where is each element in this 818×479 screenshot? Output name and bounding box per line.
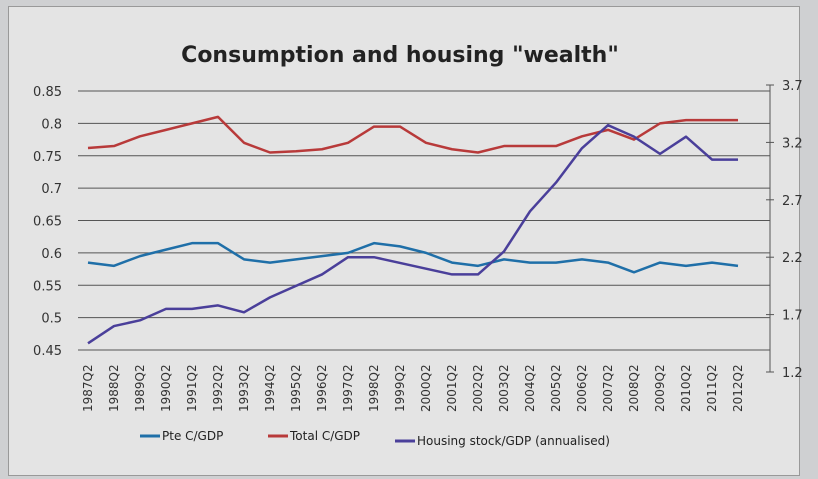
x-tick-label: 1999Q2 bbox=[393, 364, 407, 412]
x-tick-label: 2006Q2 bbox=[575, 364, 589, 412]
legend-label: Pte C/GDP bbox=[162, 429, 223, 443]
x-tick-label: 2002Q2 bbox=[471, 364, 485, 412]
x-tick-label: 2012Q2 bbox=[731, 364, 745, 412]
y-tick-label: 0.8 bbox=[41, 117, 62, 132]
x-tick-label: 1991Q2 bbox=[185, 364, 199, 412]
legend-label: Housing stock/GDP (annualised) bbox=[417, 434, 610, 448]
legend-label: Total C/GDP bbox=[289, 429, 360, 443]
x-tick-label: 1989Q2 bbox=[133, 364, 147, 412]
series-line-housing-stock-gdp-annualised- bbox=[87, 123, 738, 345]
x-tick-label: 2005Q2 bbox=[549, 364, 563, 412]
y2-tick-label: 2.2 bbox=[782, 251, 803, 266]
x-tick-label: 2010Q2 bbox=[679, 364, 693, 412]
y2-tick-label: 2.7 bbox=[782, 194, 803, 209]
x-tick-label: 1988Q2 bbox=[107, 364, 121, 412]
x-tick-label: 2009Q2 bbox=[653, 364, 667, 412]
y-tick-label: 0.5 bbox=[41, 312, 62, 327]
y2-tick-label: 1.7 bbox=[782, 309, 803, 324]
x-tick-label: 1997Q2 bbox=[341, 364, 355, 412]
x-tick-label: 1992Q2 bbox=[211, 364, 225, 412]
y2-tick-label: 3.2 bbox=[782, 136, 803, 151]
x-tick-label: 1996Q2 bbox=[315, 364, 329, 412]
y2-tick-label: 1.2 bbox=[782, 366, 803, 381]
y2-tick-label: 3.7 bbox=[782, 79, 803, 94]
x-tick-label: 2003Q2 bbox=[497, 364, 511, 412]
x-tick-label: 1994Q2 bbox=[263, 364, 277, 412]
x-tick-label: 2000Q2 bbox=[419, 364, 433, 412]
y-tick-label: 0.45 bbox=[33, 344, 62, 359]
x-tick-label: 2004Q2 bbox=[523, 364, 537, 412]
x-tick-label: 1990Q2 bbox=[159, 364, 173, 412]
y-tick-label: 0.75 bbox=[33, 150, 62, 165]
series-line-total-c-gdp bbox=[87, 115, 738, 154]
x-tick-label: 2001Q2 bbox=[445, 364, 459, 412]
y-tick-label: 0.55 bbox=[33, 279, 62, 294]
series-line-pte-c-gdp bbox=[87, 241, 739, 274]
y-tick-label: 0.7 bbox=[41, 182, 62, 197]
y-tick-label: 0.6 bbox=[41, 247, 62, 262]
chart-frame bbox=[8, 6, 800, 476]
x-tick-label: 2007Q2 bbox=[601, 364, 615, 412]
chart-title: Consumption and housing "wealth" bbox=[181, 43, 619, 68]
x-tick-label: 1998Q2 bbox=[367, 364, 381, 412]
x-tick-label: 1987Q2 bbox=[81, 364, 95, 412]
x-tick-label: 1995Q2 bbox=[289, 364, 303, 412]
x-tick-label: 2011Q2 bbox=[705, 364, 719, 412]
y-tick-label: 0.85 bbox=[33, 85, 62, 100]
x-tick-label: 2008Q2 bbox=[627, 364, 641, 412]
x-tick-label: 1993Q2 bbox=[237, 364, 251, 412]
y-tick-label: 0.65 bbox=[33, 215, 62, 230]
